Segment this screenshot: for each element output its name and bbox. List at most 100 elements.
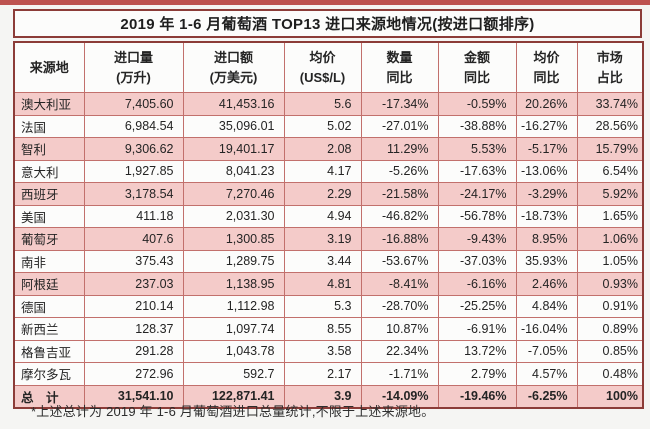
- column-header-share: 市场 占比: [576, 41, 644, 93]
- cell-volume: 31,541.10: [83, 384, 184, 409]
- cell-price: 3.9: [283, 384, 362, 409]
- cell-value: 1,300.85: [182, 227, 285, 251]
- cell-qty_yoy: -27.01%: [360, 114, 439, 138]
- cell-share: 33.74%: [576, 92, 644, 116]
- cell-share: 1.06%: [576, 227, 644, 251]
- cell-qty_yoy: -14.09%: [360, 384, 439, 409]
- cell-price_yoy: 2.46%: [515, 272, 578, 296]
- cell-volume: 411.18: [83, 204, 184, 228]
- cell-origin: 新西兰: [13, 317, 85, 341]
- cell-volume: 407.6: [83, 227, 184, 251]
- cell-share: 6.54%: [576, 159, 644, 183]
- cell-price_yoy: -3.29%: [515, 182, 578, 206]
- cell-price_yoy: 4.57%: [515, 362, 578, 386]
- cell-value: 592.7: [182, 362, 285, 386]
- table-row: 新西兰 128.37 1,097.74 8.55 10.87% -6.91% -16.04%…: [13, 317, 644, 341]
- cell-price: 2.29: [283, 182, 362, 206]
- column-header-price_yoy: 均价 同比: [515, 41, 578, 93]
- cell-volume: 210.14: [83, 294, 184, 318]
- cell-share: 1.65%: [576, 204, 644, 228]
- cell-price_yoy: 20.26%: [515, 92, 578, 116]
- cell-qty_yoy: -8.41%: [360, 272, 439, 296]
- cell-price: 2.08: [283, 137, 362, 161]
- column-header-volume: 进口量 (万升): [83, 41, 184, 93]
- cell-amt_yoy: -37.03%: [437, 249, 517, 273]
- cell-origin: 美国: [13, 204, 85, 228]
- table-row: 意大利 1,927.85 8,041.23 4.17 -5.26% -17.63% -13.…: [13, 159, 644, 183]
- cell-origin: 法国: [13, 114, 85, 138]
- cell-value: 35,096.01: [182, 114, 285, 138]
- cell-price_yoy: -7.05%: [515, 339, 578, 363]
- cell-amt_yoy: -9.43%: [437, 227, 517, 251]
- cell-value: 1,138.95: [182, 272, 285, 296]
- cell-volume: 6,984.54: [83, 114, 184, 138]
- cell-volume: 237.03: [83, 272, 184, 296]
- cell-price_yoy: 4.84%: [515, 294, 578, 318]
- cell-amt_yoy: -0.59%: [437, 92, 517, 116]
- cell-value: 8,041.23: [182, 159, 285, 183]
- cell-qty_yoy: 10.87%: [360, 317, 439, 341]
- column-header-price: 均价 (US$/L): [283, 41, 362, 93]
- cell-amt_yoy: 2.79%: [437, 362, 517, 386]
- cell-qty_yoy: -16.88%: [360, 227, 439, 251]
- cell-volume: 272.96: [83, 362, 184, 386]
- cell-origin: 澳大利亚: [13, 92, 85, 116]
- cell-value: 1,112.98: [182, 294, 285, 318]
- column-header-amt_yoy: 金额 同比: [437, 41, 517, 93]
- cell-volume: 128.37: [83, 317, 184, 341]
- cell-value: 2,031.30: [182, 204, 285, 228]
- cell-origin: 摩尔多瓦: [13, 362, 85, 386]
- table-title: 2019 年 1-6 月葡萄酒 TOP13 进口来源地情况(按进口额排序): [13, 9, 642, 38]
- cell-share: 1.05%: [576, 249, 644, 273]
- cell-price: 3.44: [283, 249, 362, 273]
- cell-amt_yoy: 5.53%: [437, 137, 517, 161]
- table-row: 智利 9,306.62 19,401.17 2.08 11.29% 5.53% -5.17%…: [13, 137, 644, 161]
- cell-origin: 格鲁吉亚: [13, 339, 85, 363]
- table-row: 摩尔多瓦 272.96 592.7 2.17 -1.71% 2.79% 4.57% 0.48%: [13, 362, 644, 386]
- cell-price_yoy: -18.73%: [515, 204, 578, 228]
- cell-origin: 阿根廷: [13, 272, 85, 296]
- cell-price: 2.17: [283, 362, 362, 386]
- cell-price_yoy: -6.25%: [515, 384, 578, 409]
- cell-origin: 总 计: [13, 384, 85, 409]
- table-row: 葡萄牙 407.6 1,300.85 3.19 -16.88% -9.43% 8.95% 1.…: [13, 227, 644, 251]
- cell-price_yoy: 8.95%: [515, 227, 578, 251]
- cell-value: 1,289.75: [182, 249, 285, 273]
- cell-share: 0.93%: [576, 272, 644, 296]
- cell-share: 100%: [576, 384, 644, 409]
- cell-origin: 德国: [13, 294, 85, 318]
- cell-qty_yoy: -21.58%: [360, 182, 439, 206]
- cell-price_yoy: -5.17%: [515, 137, 578, 161]
- cell-qty_yoy: 22.34%: [360, 339, 439, 363]
- table-title-text: 2019 年 1-6 月葡萄酒 TOP13 进口来源地情况(按进口额排序): [120, 16, 535, 33]
- cell-origin: 葡萄牙: [13, 227, 85, 251]
- cell-amt_yoy: 13.72%: [437, 339, 517, 363]
- cell-amt_yoy: -24.17%: [437, 182, 517, 206]
- cell-price_yoy: -16.04%: [515, 317, 578, 341]
- cell-qty_yoy: -46.82%: [360, 204, 439, 228]
- cell-amt_yoy: -38.88%: [437, 114, 517, 138]
- cell-volume: 375.43: [83, 249, 184, 273]
- cell-volume: 7,405.60: [83, 92, 184, 116]
- cell-price: 4.94: [283, 204, 362, 228]
- cell-price: 8.55: [283, 317, 362, 341]
- cell-origin: 智利: [13, 137, 85, 161]
- cell-value: 1,097.74: [182, 317, 285, 341]
- table-row: 阿根廷 237.03 1,138.95 4.81 -8.41% -6.16% 2.46% 0.…: [13, 272, 644, 296]
- cell-qty_yoy: -1.71%: [360, 362, 439, 386]
- cell-value: 41,453.16: [182, 92, 285, 116]
- cell-qty_yoy: -17.34%: [360, 92, 439, 116]
- cell-share: 5.92%: [576, 182, 644, 206]
- cell-value: 1,043.78: [182, 339, 285, 363]
- cell-value: 19,401.17: [182, 137, 285, 161]
- table-row: 美国 411.18 2,031.30 4.94 -46.82% -56.78% -18.73…: [13, 204, 644, 228]
- cell-qty_yoy: -5.26%: [360, 159, 439, 183]
- table-row: 澳大利亚 7,405.60 41,453.16 5.6 -17.34% -0.59% 20.…: [13, 92, 644, 116]
- cell-amt_yoy: -25.25%: [437, 294, 517, 318]
- cell-value: 7,270.46: [182, 182, 285, 206]
- cell-amt_yoy: -56.78%: [437, 204, 517, 228]
- cell-price: 3.19: [283, 227, 362, 251]
- table-row: 南非 375.43 1,289.75 3.44 -53.67% -37.03% 35.93%…: [13, 249, 644, 273]
- cell-qty_yoy: 11.29%: [360, 137, 439, 161]
- column-header-value: 进口额 (万美元): [182, 41, 285, 93]
